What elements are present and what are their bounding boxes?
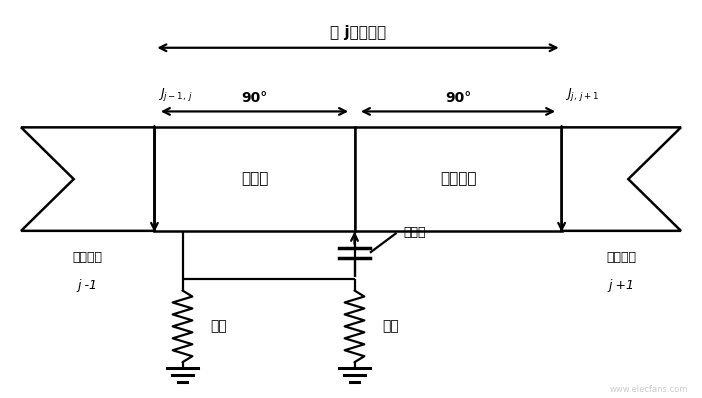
Text: 90°: 90°	[445, 92, 471, 105]
Text: 变容管: 变容管	[404, 226, 426, 239]
Text: j +1: j +1	[608, 279, 635, 292]
Text: $J_{j-1,\,j}$: $J_{j-1,\,j}$	[158, 86, 193, 103]
Text: 非耦合区: 非耦合区	[440, 172, 476, 187]
Text: 90°: 90°	[241, 92, 267, 105]
Bar	[154, 127, 355, 231]
Text: 谐振回路: 谐振回路	[73, 251, 102, 264]
Polygon shape	[562, 127, 681, 231]
Text: j -1: j -1	[78, 279, 98, 292]
Text: 负阻: 负阻	[383, 319, 399, 334]
Bar	[355, 127, 562, 231]
Text: 负载: 负载	[211, 319, 227, 334]
Text: 第 j谐振回路: 第 j谐振回路	[330, 25, 386, 40]
Text: $J_{j,\,j+1}$: $J_{j,\,j+1}$	[565, 86, 599, 103]
Text: 谐振回路: 谐振回路	[607, 251, 636, 264]
Text: www.elecfans.com: www.elecfans.com	[609, 385, 688, 394]
Polygon shape	[21, 127, 154, 231]
Text: 耦合区: 耦合区	[241, 172, 268, 187]
